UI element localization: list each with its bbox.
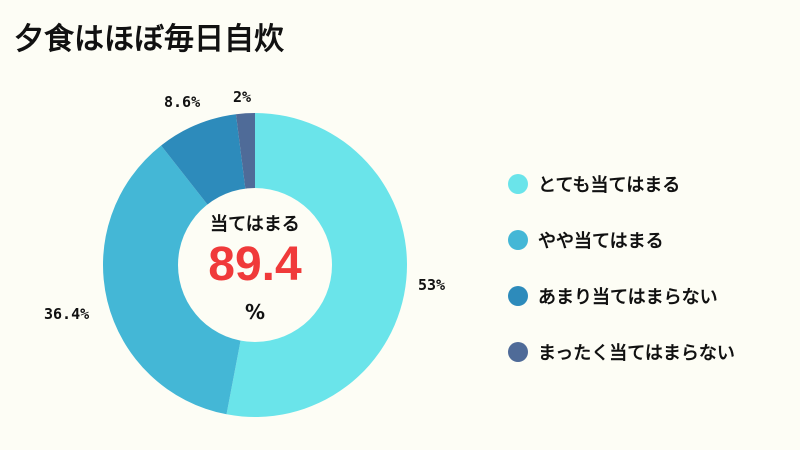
center-caption: 当てはまる <box>210 214 300 235</box>
slice-label-0: 53% <box>418 276 446 294</box>
slice-label-1: 36.4% <box>44 305 90 323</box>
slice-label-2: 8.6% <box>164 93 201 111</box>
legend-swatch-icon <box>508 342 528 362</box>
center-value: 89.4 <box>208 238 302 291</box>
legend-swatch-icon <box>508 286 528 306</box>
legend-item: とても当てはまる <box>508 156 735 212</box>
legend: とても当てはまる やや当てはまる あまり当てはまらない まったく当てはまらない <box>508 156 735 380</box>
legend-label: やや当てはまる <box>538 231 664 252</box>
legend-label: まったく当てはまらない <box>538 343 735 364</box>
donut-hole <box>178 188 332 342</box>
legend-swatch-icon <box>508 174 528 194</box>
legend-label: とても当てはまる <box>538 175 681 196</box>
center-annotation: 当てはまる 89.4 % <box>180 200 330 324</box>
chart-title: 夕食はほぼ毎日自炊 <box>14 22 284 57</box>
legend-label: あまり当てはまらない <box>538 287 718 308</box>
legend-swatch-icon <box>508 230 528 250</box>
center-unit: % <box>244 300 266 324</box>
legend-item: あまり当てはまらない <box>508 268 735 324</box>
donut-slice <box>103 145 256 415</box>
slice-label-3: 2% <box>233 88 252 106</box>
legend-item: やや当てはまる <box>508 212 735 268</box>
legend-item: まったく当てはまらない <box>508 324 735 380</box>
